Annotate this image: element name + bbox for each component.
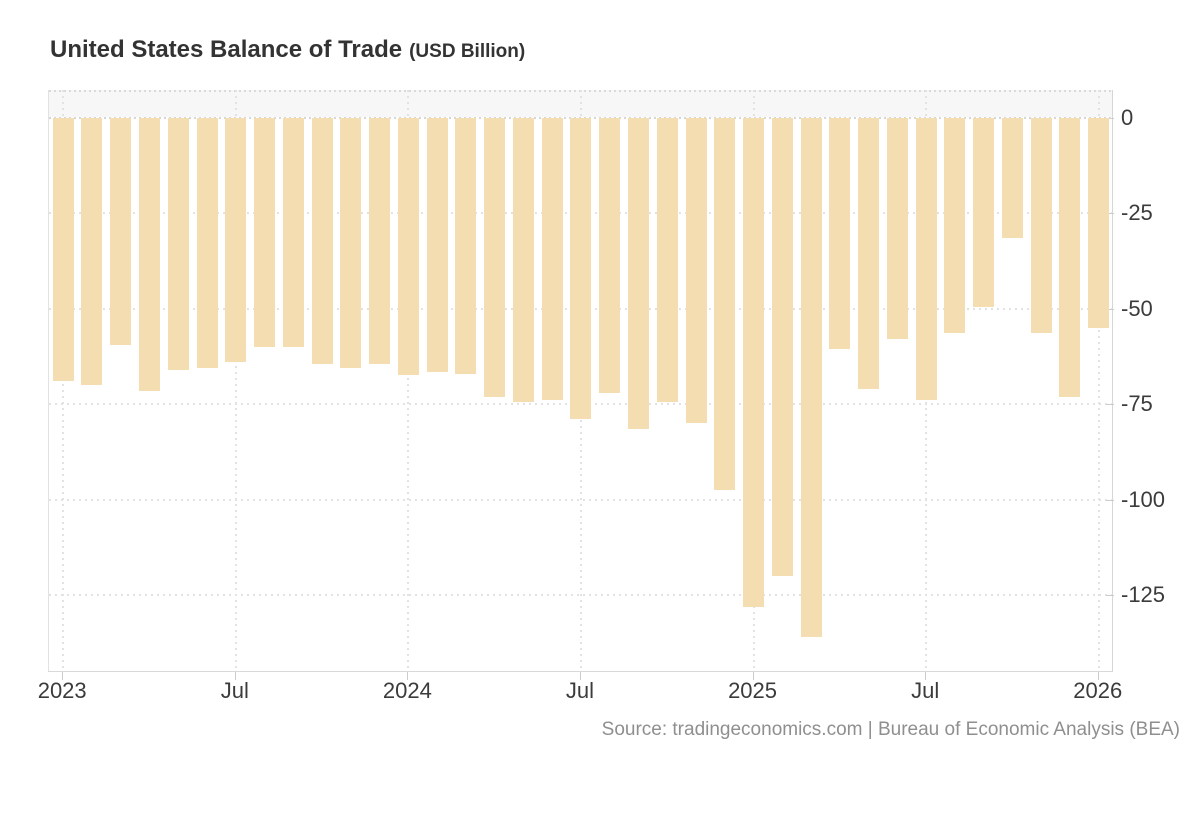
bar[interactable] — [455, 117, 477, 374]
bar[interactable] — [570, 117, 592, 420]
y-tick-label: -75 — [1121, 391, 1153, 417]
y-axis-tick — [1106, 499, 1114, 501]
y-tick-label: -125 — [1121, 582, 1166, 608]
x-tick-label: Jul — [220, 678, 249, 703]
bar[interactable] — [685, 117, 707, 424]
bar[interactable] — [800, 117, 822, 638]
x-axis-tick — [62, 672, 64, 680]
bar[interactable] — [973, 117, 995, 307]
source-attribution: Source: tradingeconomics.com | Bureau of… — [601, 719, 1180, 740]
bar[interactable] — [771, 117, 793, 577]
x-tick-label: 2023 — [37, 678, 87, 703]
y-tick-label: -25 — [1121, 200, 1153, 226]
x-axis-tick — [752, 672, 754, 680]
bar[interactable] — [858, 117, 880, 389]
bar[interactable] — [743, 117, 765, 607]
bar[interactable] — [484, 117, 506, 397]
bar[interactable] — [541, 117, 563, 401]
x-tick-label: 2026 — [1073, 678, 1123, 703]
bar[interactable] — [138, 117, 160, 391]
bar[interactable] — [599, 117, 621, 393]
bar[interactable] — [196, 117, 218, 368]
bar[interactable] — [52, 117, 74, 382]
y-axis-tick — [1106, 595, 1114, 597]
bar[interactable] — [397, 117, 419, 376]
bar[interactable] — [915, 117, 937, 401]
x-axis-tick — [925, 672, 927, 680]
y-axis-line — [1112, 90, 1113, 672]
chart-title-text: United States Balance of Trade — [50, 36, 403, 63]
gridline-v — [1097, 90, 1100, 672]
x-axis-tick — [579, 672, 581, 680]
gridline-v — [234, 90, 237, 672]
plot-area — [48, 90, 1112, 672]
bar[interactable] — [254, 117, 276, 347]
x-tick-label: Jul — [565, 678, 595, 703]
bar[interactable] — [628, 117, 649, 429]
bar[interactable] — [1001, 117, 1023, 238]
bar[interactable] — [225, 117, 247, 363]
bar[interactable] — [512, 117, 534, 403]
bar[interactable] — [1030, 117, 1052, 334]
bar[interactable] — [426, 117, 448, 372]
x-axis-tick — [407, 672, 409, 680]
x-tick-label: 2024 — [382, 678, 432, 703]
bar[interactable] — [886, 117, 908, 340]
bar[interactable] — [656, 117, 678, 403]
x-tick-label: 2025 — [728, 678, 778, 703]
x-axis-tick — [1097, 672, 1099, 680]
chart-title: United States Balance of Trade (USD Billi… — [50, 36, 525, 64]
bar[interactable] — [714, 117, 736, 491]
bar[interactable] — [1088, 117, 1110, 328]
y-tick-label: -50 — [1121, 295, 1153, 321]
bar[interactable] — [1059, 117, 1081, 397]
chart-units-label: (USD Billion) — [409, 41, 526, 62]
x-tick-label: Jul — [911, 678, 940, 703]
y-tick-label: -100 — [1121, 486, 1166, 512]
bar[interactable] — [944, 117, 966, 334]
bar[interactable] — [81, 117, 103, 386]
bar[interactable] — [282, 117, 304, 347]
gridline-v — [407, 90, 410, 672]
bar[interactable] — [369, 117, 391, 365]
x-axis-tick — [234, 672, 236, 680]
bar[interactable] — [167, 117, 189, 370]
y-axis-tick — [1106, 404, 1114, 406]
y-axis-tick — [1106, 308, 1114, 310]
bar[interactable] — [110, 117, 132, 345]
y-axis-tick — [1106, 213, 1114, 215]
bar[interactable] — [340, 117, 362, 368]
bar[interactable] — [311, 117, 333, 365]
bar[interactable] — [829, 117, 851, 349]
y-tick-label: 0 — [1121, 104, 1134, 130]
x-axis-line — [48, 671, 1113, 672]
